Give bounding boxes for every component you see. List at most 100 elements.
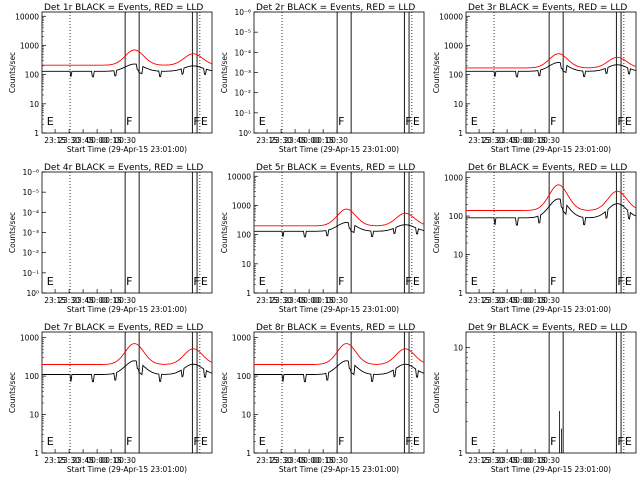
x-tick-label: 23:30 xyxy=(482,136,504,145)
x-tick-label: 23:45 xyxy=(496,296,518,305)
panel-title: Det 8r BLACK = Events, RED = LLD xyxy=(256,323,415,333)
y-tick-label: 10 xyxy=(241,260,251,269)
y-tick-label: 10⁻⁵ xyxy=(234,28,251,37)
x-tick-label: 00:30 xyxy=(326,136,348,145)
y-tick-label: 100 xyxy=(25,71,40,80)
x-tick-label: 00:15 xyxy=(100,296,122,305)
y-tick-label: 1000 xyxy=(20,334,39,343)
panel-title: Det 9r BLACK = Events, RED = LLD xyxy=(468,323,627,333)
y-tick-label: 1 xyxy=(34,129,39,138)
series-lld-line xyxy=(42,343,213,365)
x-tick-label: 00:30 xyxy=(326,296,348,305)
y-tick-label: 100 xyxy=(449,212,464,221)
y-tick-label: 10 xyxy=(453,100,463,109)
x-tick-label: 00:15 xyxy=(100,456,122,465)
flag-label: F xyxy=(193,115,199,128)
chart-panel: Det 5r BLACK = Events, RED = LLD 1 10 100 10… xyxy=(220,163,425,314)
y-tick-label: 10⁻² xyxy=(234,89,251,98)
y-tick-label: 10⁻³ xyxy=(22,229,39,238)
y-tick-label: 1000 xyxy=(232,334,251,343)
y-tick-label: 100 xyxy=(237,372,252,381)
flag-label: F xyxy=(550,435,556,448)
x-tick-label: 23:45 xyxy=(496,136,518,145)
x-tick-label: 23:30 xyxy=(270,456,292,465)
panel-title: Det 7r BLACK = Events, RED = LLD xyxy=(44,323,203,333)
y-tick-label: 1 xyxy=(458,289,463,298)
series-lld-line xyxy=(42,49,213,66)
flag-label: E xyxy=(47,115,54,128)
series-lld-line xyxy=(254,208,425,227)
x-tick-label: 23:15 xyxy=(44,136,66,145)
panel-title: Det 4r BLACK = Events, RED = LLD xyxy=(44,163,203,173)
x-axis-label: Start Time (29-Apr-15 23:01:00) xyxy=(67,145,187,154)
x-tick-label: 23:45 xyxy=(284,296,306,305)
y-tick-label: 1000 xyxy=(232,201,251,210)
y-tick-label: 10⁻² xyxy=(22,249,39,258)
y-axis-label: Counts/sec xyxy=(432,212,441,253)
plot-frame xyxy=(465,11,637,134)
y-tick-label: 1000 xyxy=(444,174,463,183)
x-tick-label: 23:15 xyxy=(468,296,490,305)
series-events-line xyxy=(42,360,213,383)
y-tick-label: 1 xyxy=(246,289,251,298)
flag-label: E xyxy=(201,435,208,448)
y-tick-label: 10⁻⁴ xyxy=(234,48,251,57)
y-tick-label: 1 xyxy=(34,449,39,458)
x-tick-label: 00:00 xyxy=(510,456,532,465)
x-tick-label: 00:00 xyxy=(86,456,108,465)
chart-panel: Det 1r BLACK = Events, RED = LLD 1 10 100 10… xyxy=(8,3,213,154)
x-tick-label: 00:15 xyxy=(524,136,546,145)
series-events-line xyxy=(42,63,213,78)
x-tick-label: 23:15 xyxy=(44,296,66,305)
panel-title: Det 6r BLACK = Events, RED = LLD xyxy=(468,163,627,173)
panel-title: Det 5r BLACK = Events, RED = LLD xyxy=(256,163,415,173)
flag-label: E xyxy=(625,275,632,288)
panel-title: Det 2r BLACK = Events, RED = LLD xyxy=(256,3,415,13)
y-tick-label: 100 xyxy=(25,372,40,381)
x-tick-label: 23:45 xyxy=(496,456,518,465)
chart-panel: Det 6r BLACK = Events, RED = LLD 1 10 100 10… xyxy=(432,163,637,314)
y-tick-label: 10⁻¹ xyxy=(22,269,39,278)
x-tick-label: 00:30 xyxy=(538,296,560,305)
x-axis-label: Start Time (29-Apr-15 23:01:00) xyxy=(279,465,399,474)
x-tick-label: 00:15 xyxy=(312,296,334,305)
y-tick-label: 1000 xyxy=(444,41,463,50)
y-tick-label: 10⁻⁴ xyxy=(22,208,39,217)
y-tick-label: 10 xyxy=(453,251,463,260)
y-tick-label: 1 xyxy=(458,129,463,138)
x-tick-label: 23:15 xyxy=(256,136,278,145)
y-axis-label: Counts/sec xyxy=(432,52,441,93)
x-tick-label: 00:00 xyxy=(298,456,320,465)
x-tick-label: 00:30 xyxy=(114,456,136,465)
x-tick-label: 00:00 xyxy=(510,296,532,305)
panel-title: Det 1r BLACK = Events, RED = LLD xyxy=(44,3,203,13)
x-tick-label: 00:30 xyxy=(326,456,348,465)
y-tick-label: 10 xyxy=(29,100,39,109)
y-axis-label: Counts/sec xyxy=(432,372,441,413)
flag-label: E xyxy=(471,275,478,288)
x-tick-label: 00:30 xyxy=(538,136,560,145)
y-tick-label: 10000 xyxy=(439,12,463,21)
y-tick-label: 10000 xyxy=(227,172,251,181)
x-axis-label: Start Time (29-Apr-15 23:01:00) xyxy=(67,465,187,474)
series-events-line xyxy=(254,360,425,383)
x-tick-label: 00:15 xyxy=(312,456,334,465)
x-tick-label: 00:15 xyxy=(100,136,122,145)
flag-label: F xyxy=(126,435,132,448)
x-tick-label: 00:00 xyxy=(298,136,320,145)
x-tick-label: 00:00 xyxy=(298,296,320,305)
flag-label: F xyxy=(617,115,623,128)
flag-label: E xyxy=(47,435,54,448)
x-tick-label: 23:45 xyxy=(284,136,306,145)
y-tick-label: 10⁰ xyxy=(26,289,39,298)
plot-frame xyxy=(465,331,637,454)
flag-label: F xyxy=(617,435,623,448)
y-tick-label: 1000 xyxy=(20,41,39,50)
series-events-line xyxy=(466,62,637,78)
panel-title: Det 3r BLACK = Events, RED = LLD xyxy=(468,3,627,13)
y-tick-label: 10⁻¹ xyxy=(234,109,251,118)
y-tick-label: 10 xyxy=(241,411,251,420)
flag-label: F xyxy=(405,115,411,128)
flag-label: E xyxy=(413,275,420,288)
